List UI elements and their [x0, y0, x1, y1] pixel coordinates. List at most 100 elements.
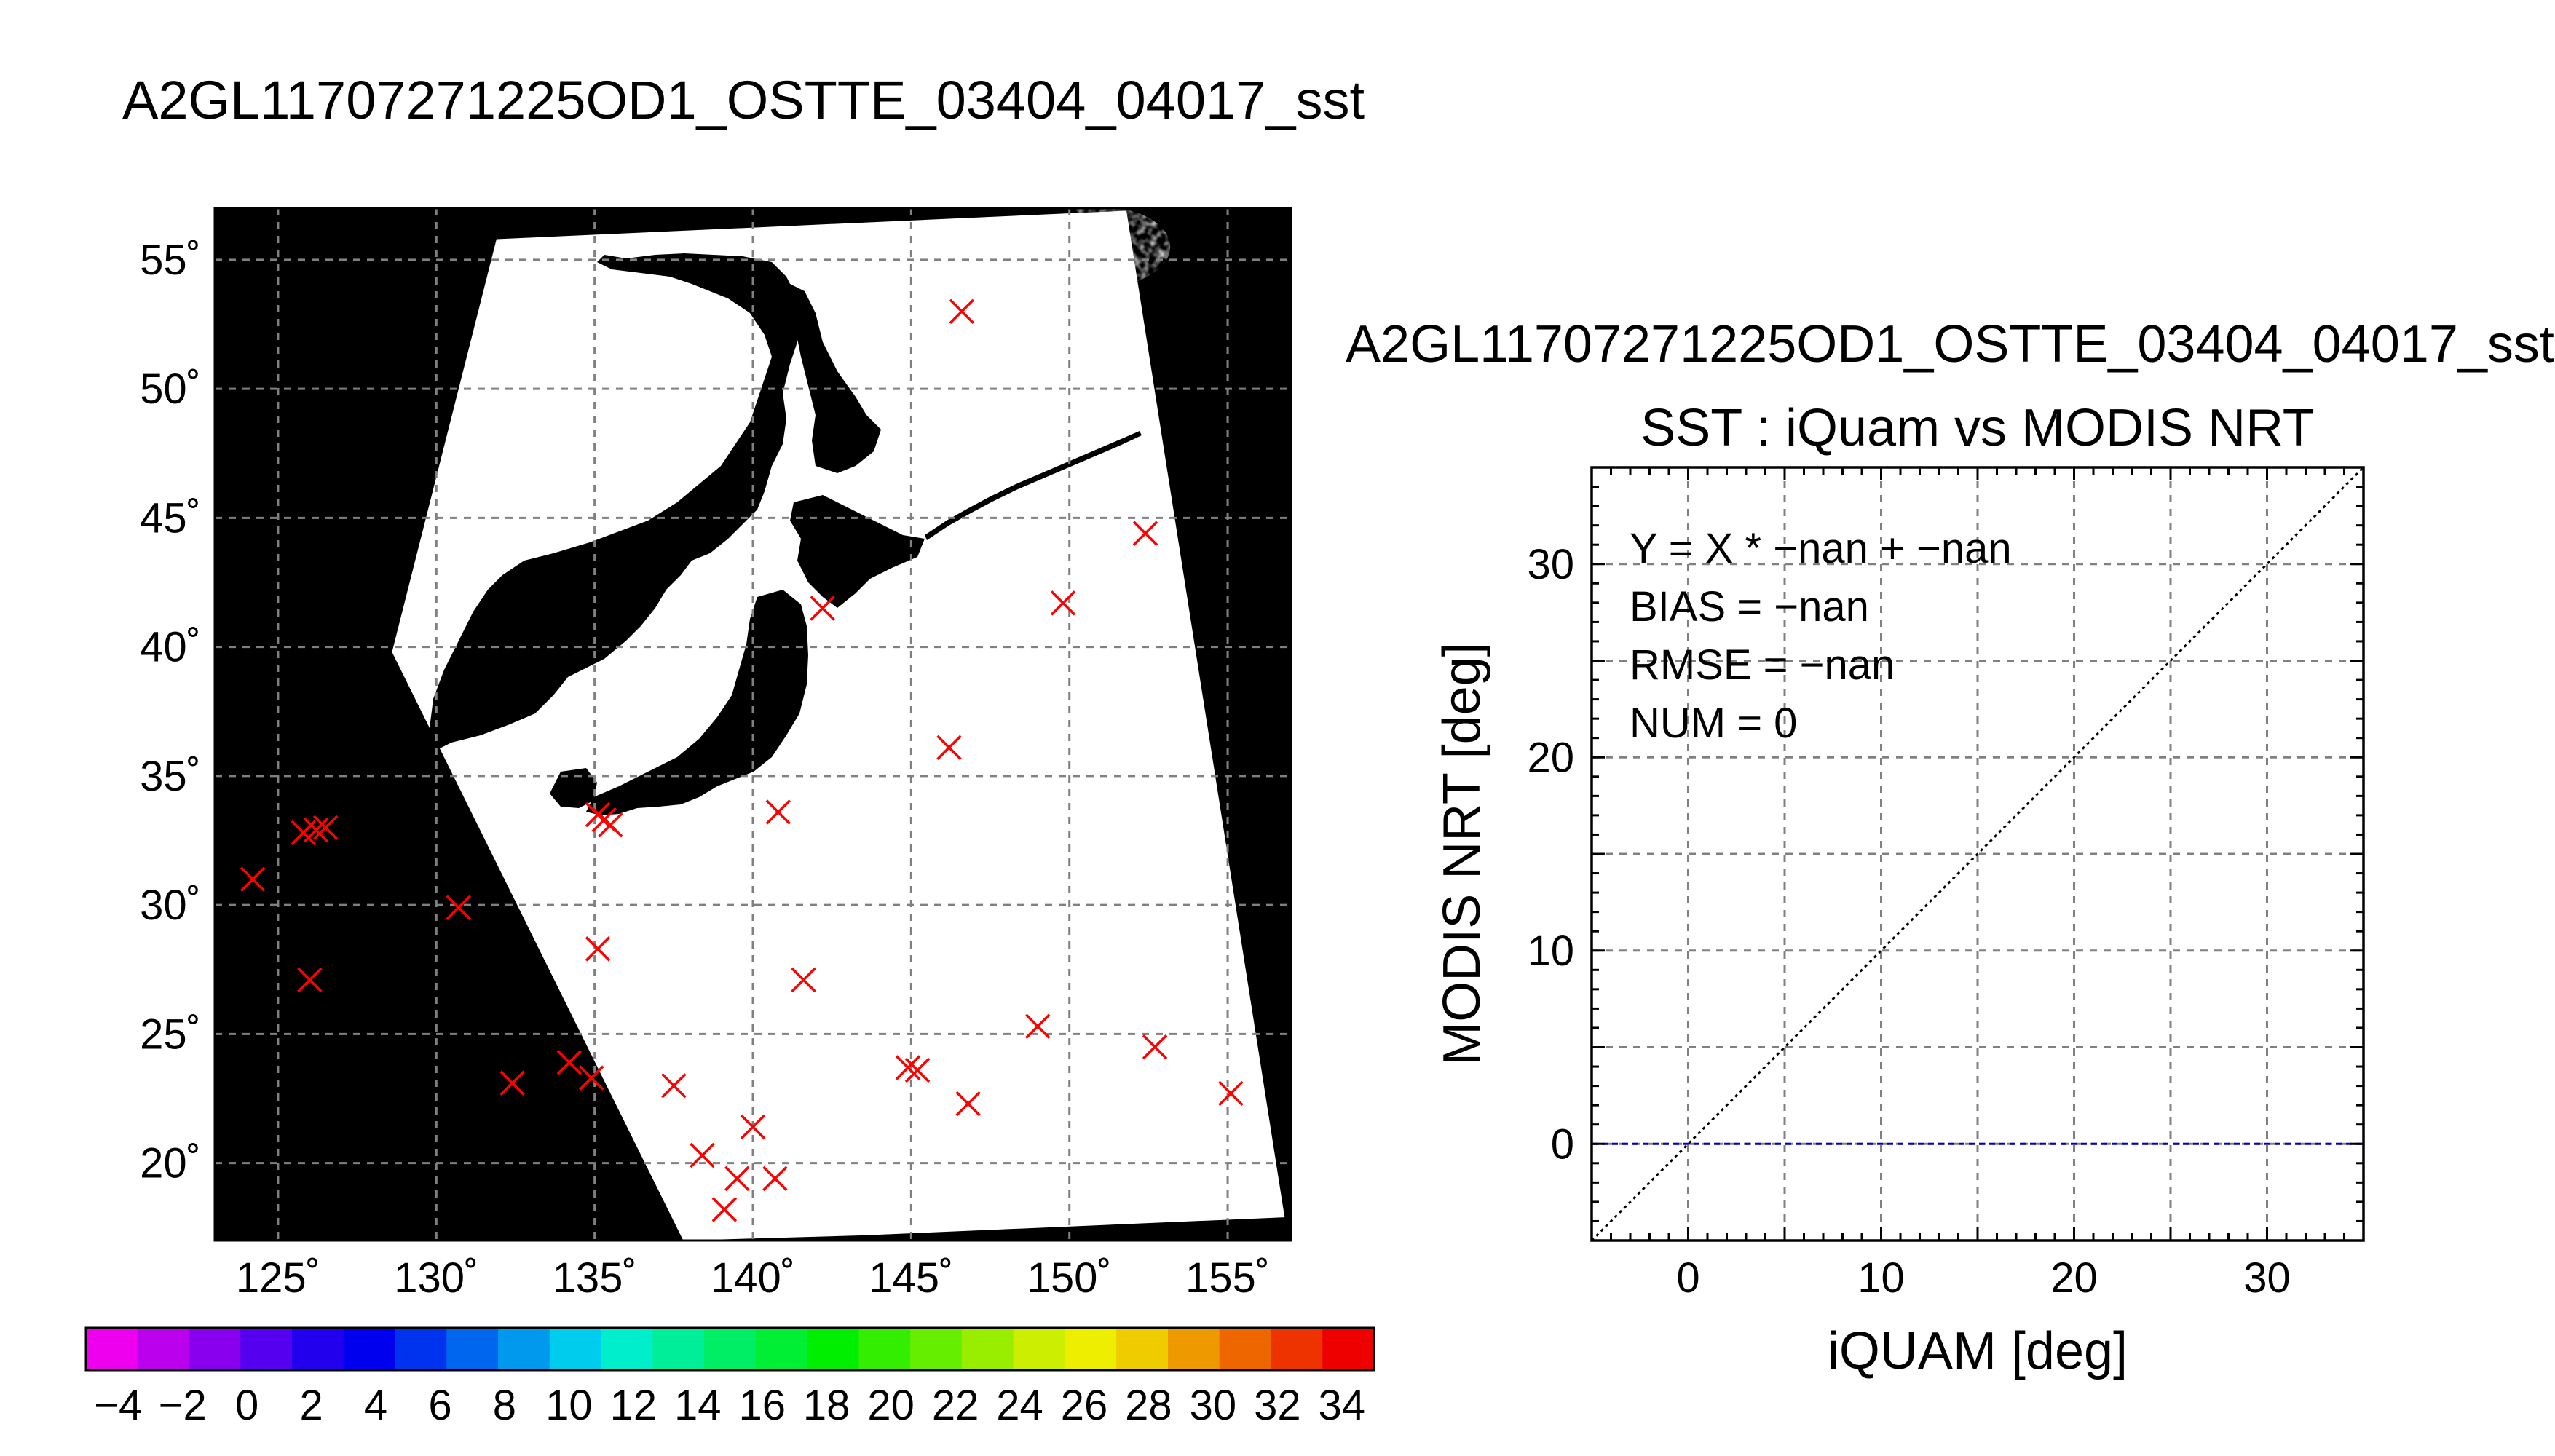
- colorbar-cell: [1219, 1328, 1272, 1370]
- page-title: A2GL11707271225OD1_OSTTE_03404_04017_sst: [122, 70, 1365, 130]
- map-y-tick-label: 45˚: [140, 494, 201, 542]
- colorbar-tick-label: 4: [364, 1382, 387, 1429]
- colorbar-cell: [498, 1328, 550, 1370]
- map-y-tick-label: 50˚: [140, 365, 201, 413]
- map-frame: [213, 207, 1292, 1242]
- match-point: [585, 936, 611, 962]
- map-x-tick-label: 125˚: [236, 1254, 320, 1302]
- scatter-y-tick-label: 10: [1527, 927, 1574, 975]
- map-x-tick-label: 130˚: [394, 1254, 478, 1302]
- colorbar-cell: [1065, 1328, 1117, 1370]
- sst-map: 125˚ 130˚ 135˚ 140˚ 145˚ 150˚ 155˚ 20˚ 25˚ 30˚ 35…: [140, 207, 1292, 1302]
- scatter-subtitle: SST : iQuam vs MODIS NRT: [1640, 399, 2315, 457]
- match-point: [740, 1114, 766, 1140]
- colorbar-tick-label: −4: [94, 1382, 142, 1429]
- scatter-minor-ticks: [1590, 466, 2365, 1242]
- colorbar-cell: [961, 1328, 1014, 1370]
- scatter-y-tick-label: 30: [1527, 541, 1574, 588]
- map-gridlines: [215, 208, 1291, 1241]
- sst-retrievals: [652, 208, 1202, 1088]
- colorbar-cell: [240, 1328, 293, 1370]
- scatter-y-tick-label: 20: [1527, 734, 1574, 781]
- match-point: [791, 967, 816, 993]
- map-y-tick-labels: 20˚ 25˚ 30˚ 35˚ 40˚ 45˚ 50˚ 55˚: [140, 237, 201, 1187]
- land-kurils: [925, 431, 1142, 540]
- map-y-tick-label: 40˚: [140, 624, 201, 671]
- match-point: [762, 1166, 788, 1192]
- colorbar-frame: [84, 1326, 1375, 1372]
- match-point: [312, 815, 339, 841]
- colorbar-cell: [910, 1328, 963, 1370]
- match-point: [1024, 1013, 1051, 1040]
- match-point: [1142, 1034, 1168, 1060]
- scatter-x-tick-labels: 0 10 20 30: [1676, 1254, 2290, 1302]
- colorbar-tick-label: 0: [235, 1382, 258, 1429]
- colorbar-cell: [395, 1328, 447, 1370]
- match-point: [446, 895, 471, 920]
- map-y-tick-label: 55˚: [140, 237, 201, 284]
- scatter-title: A2GL11707271225OD1_OSTTE_03404_04017_sst: [1346, 315, 2554, 373]
- match-point: [1218, 1080, 1244, 1107]
- colorbar-cell: [1013, 1328, 1066, 1370]
- colorbar-cell: [292, 1328, 344, 1370]
- sst-patch: [652, 917, 791, 997]
- match-point: [724, 1166, 750, 1192]
- colorbar-tick-labels: −4 −2 0 2 4 6 8 10 12 14 16 18 20 22 24 26 28 30 32 34: [94, 1382, 1365, 1429]
- map-y-tick-label: 20˚: [140, 1140, 201, 1187]
- map-x-tick-label: 145˚: [869, 1254, 953, 1302]
- colorbar-cell: [137, 1328, 190, 1370]
- scatter-x-tick-label: 0: [1676, 1254, 1699, 1302]
- colorbar-cell: [807, 1328, 859, 1370]
- colorbar-cell: [1322, 1328, 1375, 1370]
- colorbar-cell: [1116, 1328, 1169, 1370]
- match-point: [936, 735, 962, 761]
- match-point: [955, 1091, 981, 1117]
- reference-lines: [1592, 467, 2364, 1241]
- map-x-tick-label: 140˚: [711, 1254, 795, 1302]
- scatter-x-axis-label: iQUAM [deg]: [1828, 1322, 2128, 1380]
- match-point: [690, 1142, 715, 1168]
- colorbar-tick-label: 24: [996, 1382, 1043, 1429]
- scatter-y-tick-labels: 0 10 20 30: [1527, 541, 1574, 1168]
- colorbar-cell: [601, 1328, 653, 1370]
- colorbar-tick-label: 8: [493, 1382, 516, 1429]
- match-point: [1132, 521, 1158, 546]
- sst-patch: [1047, 955, 1186, 1036]
- identity-line: [1592, 467, 2364, 1241]
- match-point: [895, 1055, 921, 1080]
- map-y-tick-label: 25˚: [140, 1010, 201, 1058]
- match-point: [556, 1050, 583, 1075]
- colorbar-tick-label: 18: [803, 1382, 850, 1429]
- map-x-tick-labels: 125˚ 130˚ 135˚ 140˚ 145˚ 150˚ 155˚: [236, 1254, 1270, 1302]
- map-x-tick-label: 150˚: [1027, 1254, 1112, 1302]
- land-mainland: [430, 253, 801, 750]
- colorbar-cell: [652, 1328, 705, 1370]
- match-point: [240, 866, 266, 892]
- colorbar-tick-label: 28: [1125, 1382, 1172, 1429]
- match-point: [765, 799, 791, 825]
- colorbar-cells: [86, 1328, 1375, 1370]
- colorbar-cell: [858, 1328, 911, 1370]
- map-y-tick-label: 35˚: [140, 753, 201, 800]
- colorbar-tick-label: 26: [1061, 1382, 1108, 1429]
- colorbar-cell: [1271, 1328, 1323, 1370]
- match-point: [297, 967, 323, 993]
- match-point: [904, 1057, 931, 1083]
- colorbar-tick-label: 14: [674, 1382, 722, 1429]
- colorbar-tick-label: 16: [738, 1382, 786, 1429]
- colorbar-tick-label: 32: [1254, 1382, 1301, 1429]
- sst-colorbar: −4 −2 0 2 4 6 8 10 12 14 16 18 20 22 24 26 28 30 32 34: [84, 1326, 1375, 1429]
- scatter-x-tick-label: 20: [2050, 1254, 2098, 1302]
- colorbar-tick-label: 12: [610, 1382, 657, 1429]
- fit-equation: Y = X * −nan + −nan: [1630, 525, 2012, 572]
- colorbar-cell: [189, 1328, 241, 1370]
- match-point: [303, 818, 329, 843]
- colorbar-cell: [86, 1328, 138, 1370]
- scatter-x-tick-label: 10: [1857, 1254, 1905, 1302]
- map-x-tick-label: 135˚: [553, 1254, 637, 1302]
- colorbar-cell: [755, 1328, 808, 1370]
- land-sakhalin: [790, 284, 881, 473]
- scatter-y-tick-label: 0: [1551, 1120, 1574, 1168]
- colorbar-tick-label: 34: [1319, 1382, 1366, 1429]
